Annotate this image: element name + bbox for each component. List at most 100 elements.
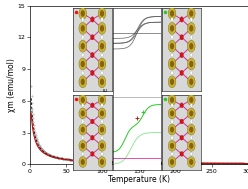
Circle shape [100,143,104,149]
Circle shape [171,53,173,57]
Circle shape [171,136,173,139]
Circle shape [189,143,193,149]
Circle shape [100,159,104,165]
Circle shape [180,52,183,58]
Circle shape [79,108,87,119]
Circle shape [171,35,173,39]
Y-axis label: χm (emu/mol): χm (emu/mol) [7,58,16,112]
Circle shape [190,71,192,75]
Circle shape [98,94,106,105]
Circle shape [170,143,174,149]
Circle shape [81,159,85,165]
Circle shape [189,110,193,116]
Circle shape [100,25,104,32]
Circle shape [101,18,103,21]
Circle shape [187,22,195,34]
Circle shape [190,35,192,39]
Circle shape [180,135,183,140]
X-axis label: Temperature (K): Temperature (K) [108,175,170,184]
Circle shape [171,120,173,123]
Circle shape [190,53,192,57]
Circle shape [168,22,176,34]
Circle shape [187,108,195,119]
Circle shape [79,40,87,52]
Circle shape [180,103,183,108]
Circle shape [82,136,84,139]
Circle shape [79,140,87,151]
Circle shape [168,124,176,135]
Circle shape [81,43,85,50]
Circle shape [79,58,87,70]
Circle shape [187,124,195,135]
Circle shape [79,94,87,105]
Circle shape [81,79,85,85]
Circle shape [82,152,84,156]
Circle shape [98,157,106,167]
Circle shape [189,25,193,32]
Circle shape [180,70,183,76]
Circle shape [81,97,85,103]
Circle shape [170,10,174,17]
Circle shape [81,127,85,132]
Circle shape [190,152,192,156]
Circle shape [170,43,174,50]
Circle shape [91,35,94,40]
Circle shape [81,61,85,67]
Circle shape [170,110,174,116]
Circle shape [187,40,195,52]
Circle shape [79,124,87,135]
Circle shape [180,151,183,156]
Circle shape [180,35,183,40]
Circle shape [82,35,84,39]
Circle shape [101,120,103,123]
Circle shape [168,140,176,151]
Circle shape [82,104,84,107]
Circle shape [98,140,106,151]
Circle shape [101,136,103,139]
Circle shape [180,17,183,22]
Circle shape [79,8,87,19]
Circle shape [79,157,87,167]
Circle shape [79,76,87,88]
Circle shape [189,43,193,50]
Circle shape [180,119,183,124]
Circle shape [91,135,94,140]
Circle shape [170,25,174,32]
Circle shape [171,71,173,75]
Circle shape [98,124,106,135]
Circle shape [189,61,193,67]
Circle shape [101,53,103,57]
Circle shape [187,94,195,105]
Circle shape [100,97,104,103]
Text: E: E [103,87,108,91]
Circle shape [101,104,103,107]
Circle shape [187,157,195,167]
Circle shape [170,159,174,165]
Circle shape [81,143,85,149]
Circle shape [168,108,176,119]
Circle shape [189,127,193,132]
Circle shape [98,40,106,52]
Circle shape [82,53,84,57]
Circle shape [189,10,193,17]
Circle shape [168,157,176,167]
Circle shape [170,97,174,103]
Circle shape [100,110,104,116]
Circle shape [168,94,176,105]
Circle shape [81,110,85,116]
Circle shape [91,70,94,76]
Circle shape [91,119,94,124]
Circle shape [98,76,106,88]
Circle shape [189,159,193,165]
Circle shape [101,152,103,156]
Circle shape [91,17,94,22]
Circle shape [171,104,173,107]
Circle shape [100,61,104,67]
Circle shape [91,151,94,156]
Circle shape [171,152,173,156]
Circle shape [82,18,84,21]
Circle shape [170,127,174,132]
Circle shape [189,79,193,85]
Circle shape [100,43,104,50]
Circle shape [98,22,106,34]
